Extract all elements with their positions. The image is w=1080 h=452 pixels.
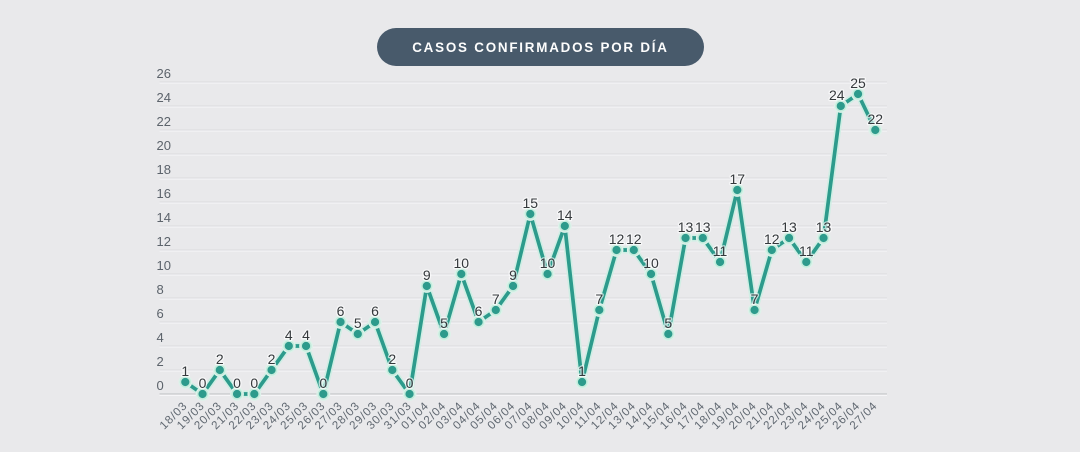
svg-text:2: 2 [216,351,224,367]
svg-text:0: 0 [199,375,207,391]
svg-text:10: 10 [643,255,659,271]
svg-text:0: 0 [250,375,258,391]
svg-text:9: 9 [509,267,517,283]
svg-text:2: 2 [388,351,396,367]
svg-text:15: 15 [523,195,539,211]
svg-text:0: 0 [319,375,327,391]
svg-text:24: 24 [157,90,171,105]
svg-text:0: 0 [233,375,241,391]
svg-text:10: 10 [540,255,556,271]
svg-text:12: 12 [157,234,171,249]
svg-text:20: 20 [157,138,171,153]
svg-text:13: 13 [678,219,694,235]
svg-text:22: 22 [868,111,884,127]
svg-text:1: 1 [578,363,586,379]
svg-text:22: 22 [157,114,171,129]
svg-text:13: 13 [695,219,711,235]
svg-text:7: 7 [492,291,500,307]
svg-text:4: 4 [285,327,293,343]
svg-text:13: 13 [816,219,832,235]
svg-text:6: 6 [475,303,483,319]
svg-text:2: 2 [157,354,164,369]
svg-text:1: 1 [181,363,189,379]
svg-text:11: 11 [713,243,728,259]
svg-text:0: 0 [157,378,164,393]
svg-text:12: 12 [626,231,642,247]
svg-text:5: 5 [440,315,448,331]
svg-text:14: 14 [157,210,171,225]
svg-text:7: 7 [751,291,759,307]
svg-text:5: 5 [354,315,362,331]
svg-text:24: 24 [829,87,845,103]
svg-text:12: 12 [764,231,780,247]
svg-text:25: 25 [850,75,866,91]
svg-text:0: 0 [406,375,414,391]
svg-text:10: 10 [157,258,171,273]
svg-text:7: 7 [595,291,603,307]
svg-text:6: 6 [157,306,164,321]
svg-text:26: 26 [157,66,171,81]
svg-text:6: 6 [337,303,345,319]
svg-text:14: 14 [557,207,573,223]
svg-text:9: 9 [423,267,431,283]
svg-text:6: 6 [371,303,379,319]
svg-text:10: 10 [454,255,470,271]
svg-text:17: 17 [730,171,746,187]
svg-text:18: 18 [157,162,171,177]
svg-text:11: 11 [799,243,814,259]
svg-text:16: 16 [157,186,171,201]
svg-text:13: 13 [781,219,797,235]
svg-text:8: 8 [157,282,164,297]
svg-text:2: 2 [268,351,276,367]
svg-text:4: 4 [157,330,164,345]
svg-text:12: 12 [609,231,625,247]
svg-text:4: 4 [302,327,310,343]
svg-text:5: 5 [664,315,672,331]
